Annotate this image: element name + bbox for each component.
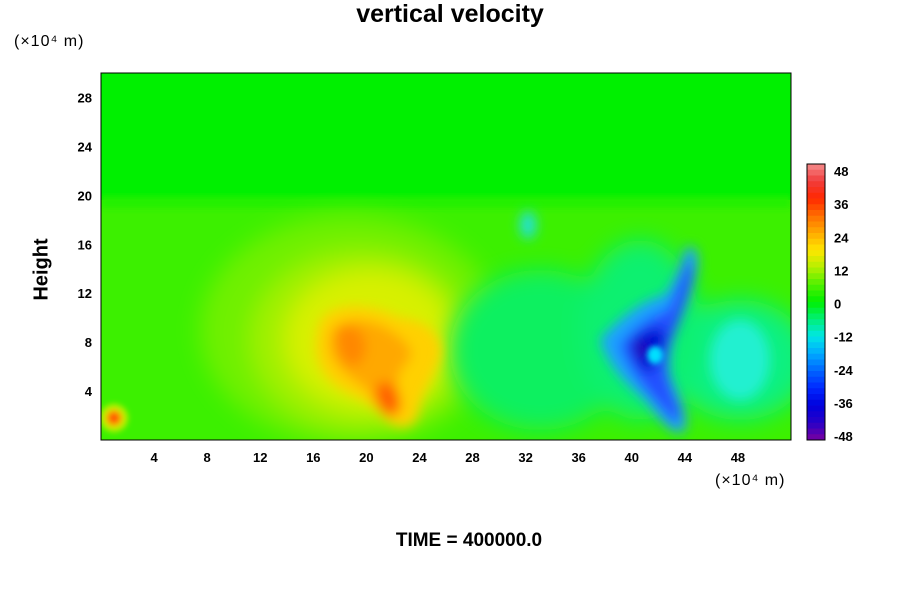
colorbar-segment (807, 210, 825, 217)
colorbar-segment (807, 330, 825, 337)
chart-title: vertical velocity (356, 0, 544, 28)
colorbar-frame (806, 163, 826, 441)
colorbar-segment (807, 359, 825, 366)
y-tick-label: 28 (78, 90, 92, 105)
colorbar-segment (807, 365, 825, 372)
colorbar-segment (807, 342, 825, 349)
plot-border (100, 72, 792, 441)
colorbar-segment (807, 290, 825, 297)
colorbar-segment (807, 376, 825, 383)
colorbar-segment (807, 164, 825, 171)
colorbar-tick-label: -12 (834, 330, 853, 345)
y-axis-unit: (×10⁴ m) (14, 33, 85, 50)
colorbar-tick-label: 36 (834, 197, 848, 212)
x-tick-label: 36 (571, 450, 585, 465)
colorbar-segment (807, 238, 825, 245)
colorbar (806, 163, 826, 441)
x-tick-label: 24 (412, 450, 427, 465)
x-tick-label: 44 (678, 450, 693, 465)
x-tick-label: 28 (465, 450, 479, 465)
colorbar-segment (807, 325, 825, 332)
x-tick-label: 20 (359, 450, 373, 465)
colorbar-segment (807, 198, 825, 205)
colorbar-tick-label: -24 (834, 363, 854, 378)
y-tick-label: 12 (78, 286, 92, 301)
colorbar-segment (807, 302, 825, 309)
colorbar-segment (807, 382, 825, 389)
colorbar-segment (807, 187, 825, 194)
light-downdraft (520, 211, 770, 400)
colorbar-segment (807, 394, 825, 401)
downdraft-gap (647, 346, 663, 364)
x-tick-label: 8 (204, 450, 211, 465)
x-axis-ticks: 4 8 12 16 20 24 28 32 36 40 44 48 (150, 450, 745, 465)
y-tick-label: 8 (85, 335, 92, 350)
colorbar-segment (807, 399, 825, 406)
colorbar-segment (807, 417, 825, 424)
colorbar-segment (807, 405, 825, 412)
colorbar-tick-label: 12 (834, 263, 848, 278)
colorbar-segment (807, 319, 825, 326)
colorbar-segment (807, 261, 825, 268)
x-tick-label: 4 (150, 450, 158, 465)
colorbar-segment (807, 244, 825, 251)
colorbar-segment (807, 169, 825, 176)
x-axis-unit: (×10⁴ m) (715, 472, 786, 489)
x-tick-label: 40 (625, 450, 639, 465)
surface-updraft (101, 404, 128, 432)
y-tick-label: 16 (78, 237, 92, 252)
colorbar-segment (807, 233, 825, 240)
y-tick-label: 20 (78, 188, 92, 203)
colorbar-segment (807, 250, 825, 257)
y-axis-ticks: 4 8 12 16 20 24 28 (78, 90, 93, 399)
colorbar-segment (807, 284, 825, 291)
colorbar-segment (807, 256, 825, 263)
layer-boundary (101, 196, 791, 208)
colorbar-segment (807, 221, 825, 228)
updraft-core (315, 306, 441, 428)
colorbar-ticks: 48 36 24 12 0 -12 -24 -36 -48 (834, 164, 854, 444)
colorbar-segment (807, 422, 825, 429)
colorbar-segment (807, 175, 825, 182)
colorbar-tick-label: 24 (834, 230, 849, 245)
colorbar-segment (807, 353, 825, 360)
colorbar-segment (807, 215, 825, 222)
x-tick-label: 12 (253, 450, 267, 465)
plot-area (101, 73, 791, 440)
colorbar-segment (807, 192, 825, 199)
colorbar-segment (807, 204, 825, 211)
x-tick-label: 48 (731, 450, 745, 465)
colorbar-segment (807, 227, 825, 234)
colorbar-segment (807, 434, 825, 441)
colorbar-segment (807, 181, 825, 188)
y-tick-label: 4 (85, 384, 93, 399)
colorbar-tick-label: 48 (834, 164, 848, 179)
colorbar-segment (807, 336, 825, 343)
colorbar-segment (807, 371, 825, 378)
colorbar-segment (807, 388, 825, 395)
time-label: TIME = 400000.0 (395, 530, 543, 551)
x-tick-label: 16 (306, 450, 320, 465)
colorbar-tick-label: -36 (834, 396, 853, 411)
colorbar-segment (807, 313, 825, 320)
colorbar-segment (807, 279, 825, 286)
colorbar-segment (807, 267, 825, 274)
x-tick-label: 32 (518, 450, 532, 465)
colorbar-segment (807, 428, 825, 435)
colorbar-segment (807, 273, 825, 280)
cool-region (450, 240, 791, 430)
colorbar-segment (807, 307, 825, 314)
colorbar-segment (807, 348, 825, 355)
colorbar-tick-label: 0 (834, 297, 841, 312)
colorbar-segment (807, 296, 825, 303)
colorbar-tick-label: -48 (834, 429, 853, 444)
y-tick-label: 24 (78, 139, 93, 154)
colorbar-segment (807, 411, 825, 418)
